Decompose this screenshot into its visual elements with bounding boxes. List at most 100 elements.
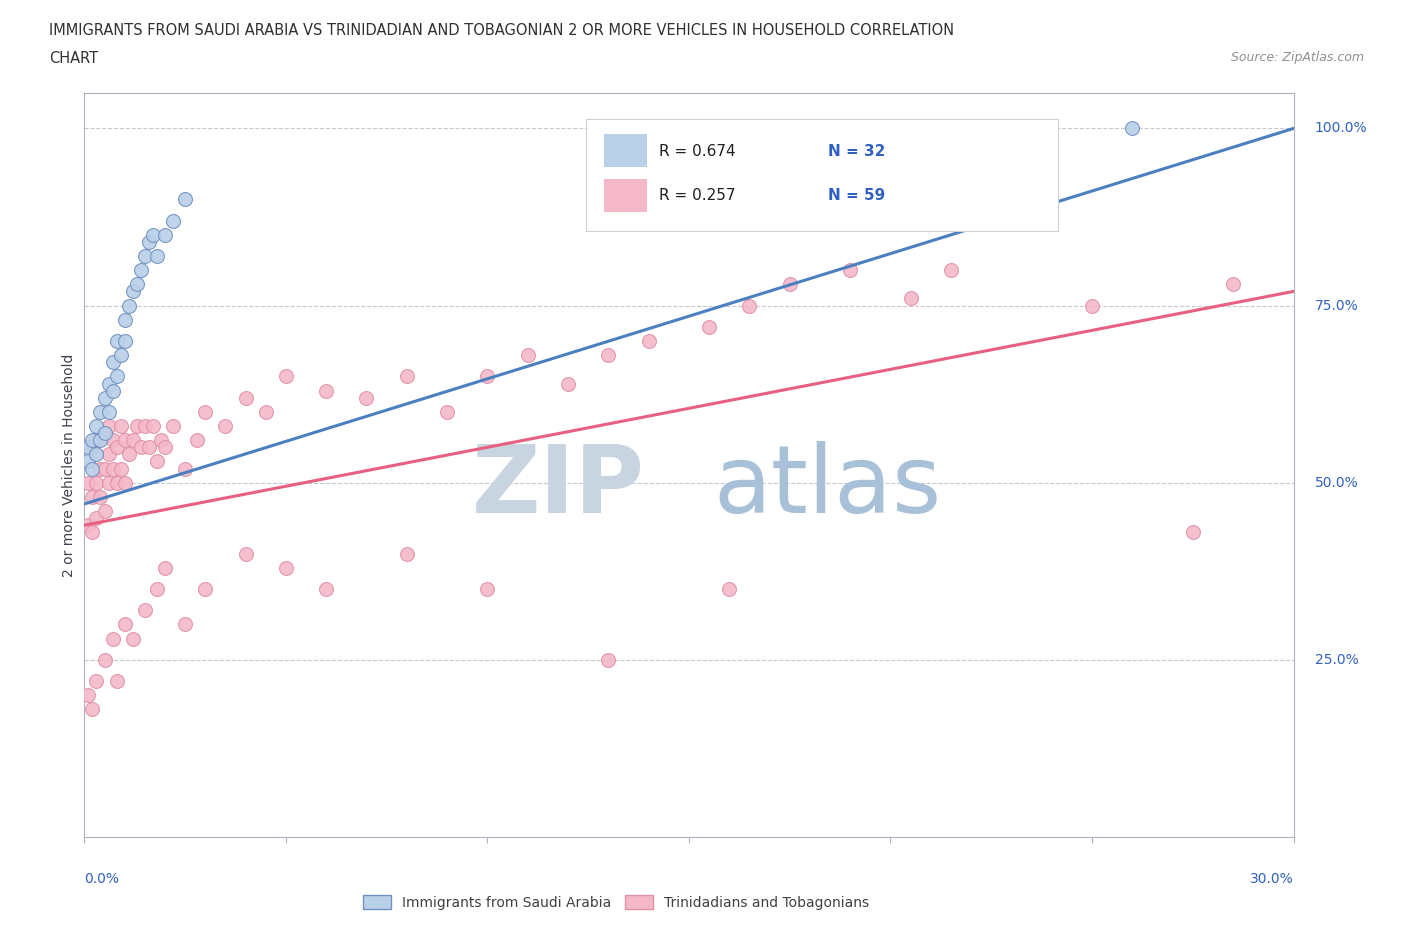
Point [637,334,659,349]
Point [162,418,184,433]
Point [129,262,152,277]
Point [86,475,108,490]
Point [254,405,277,419]
Text: 50.0%: 50.0% [1315,476,1358,490]
Point [105,673,128,688]
Point [516,348,538,363]
Point [1121,121,1143,136]
Point [105,334,128,349]
Text: atlas: atlas [713,442,942,533]
Point [235,391,257,405]
Point [125,277,148,292]
Point [125,418,148,433]
Point [118,447,141,462]
Point [82,440,104,455]
Text: Source: ZipAtlas.com: Source: ZipAtlas.com [1230,51,1364,64]
Point [477,369,499,384]
Point [356,391,378,405]
Point [697,319,720,334]
Point [82,525,104,539]
Point [114,475,136,490]
Text: 30.0%: 30.0% [1250,872,1294,886]
Point [153,227,176,242]
Point [101,461,124,476]
Point [97,405,120,419]
Point [93,504,115,519]
Point [82,432,104,447]
Point [86,511,108,525]
Point [395,369,418,384]
Point [174,461,197,476]
Point [718,581,741,596]
FancyBboxPatch shape [586,119,1057,231]
Point [142,227,165,242]
Point [779,277,801,292]
Point [557,376,579,391]
Point [82,489,104,504]
Point [101,355,124,370]
Point [920,121,942,136]
Point [105,369,128,384]
Point [1181,525,1204,539]
Point [121,284,143,299]
Point [436,405,458,419]
Point [738,299,761,313]
Point [194,405,217,419]
Point [598,653,620,668]
Y-axis label: 2 or more Vehicles in Household: 2 or more Vehicles in Household [62,353,76,577]
Point [93,461,115,476]
Point [477,581,499,596]
Point [77,688,100,703]
Point [97,418,120,433]
Point [153,560,176,575]
Point [121,631,143,646]
Point [598,348,620,363]
Point [105,475,128,490]
Point [89,405,111,419]
Text: CHART: CHART [49,51,98,66]
Point [939,262,962,277]
Point [110,348,132,363]
Point [138,234,160,249]
Point [121,432,143,447]
Point [134,248,156,263]
Point [114,432,136,447]
Point [142,418,165,433]
Point [110,418,132,433]
Point [110,461,132,476]
Point [146,454,169,469]
Text: 25.0%: 25.0% [1315,653,1358,667]
Point [315,383,337,398]
Point [235,546,257,561]
Point [93,653,115,668]
Point [1081,299,1104,313]
Point [274,369,297,384]
Point [149,432,172,447]
Point [134,603,156,618]
FancyBboxPatch shape [605,134,647,167]
Point [114,334,136,349]
Point [114,617,136,631]
Point [146,248,169,263]
Point [97,447,120,462]
Point [82,702,104,717]
Point [194,581,217,596]
Point [97,376,120,391]
Text: IMMIGRANTS FROM SAUDI ARABIA VS TRINIDADIAN AND TOBAGONIAN 2 OR MORE VEHICLES IN: IMMIGRANTS FROM SAUDI ARABIA VS TRINIDAD… [49,23,955,38]
Point [86,673,108,688]
FancyBboxPatch shape [605,179,647,212]
Point [77,518,100,533]
Point [134,418,156,433]
Point [153,440,176,455]
Text: N = 32: N = 32 [828,143,886,158]
Point [174,617,197,631]
Point [77,454,100,469]
Point [86,432,108,447]
Point [89,489,111,504]
Point [86,447,108,462]
Point [101,432,124,447]
Point [129,440,152,455]
Text: N = 59: N = 59 [828,188,886,203]
Point [1222,277,1244,292]
Point [146,581,169,596]
